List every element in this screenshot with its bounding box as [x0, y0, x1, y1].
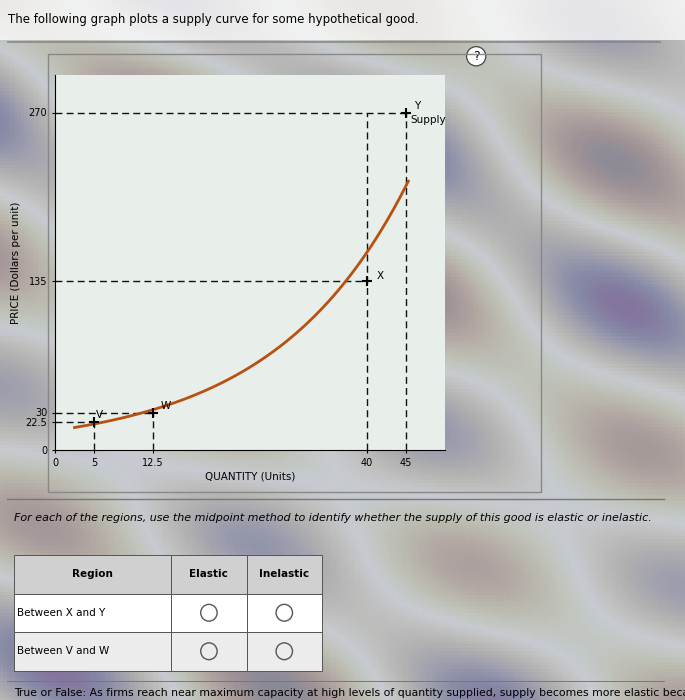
X-axis label: QUANTITY (Units): QUANTITY (Units) — [205, 472, 295, 482]
Text: Between V and W: Between V and W — [17, 646, 110, 657]
Text: Inelastic: Inelastic — [259, 569, 310, 580]
Text: Supply: Supply — [410, 115, 445, 125]
Y-axis label: PRICE (Dollars per unit): PRICE (Dollars per unit) — [12, 202, 21, 323]
Text: X: X — [376, 271, 384, 281]
Text: Between X and Y: Between X and Y — [17, 608, 105, 618]
Bar — [0, 0, 685, 40]
Text: Y: Y — [414, 101, 420, 111]
Text: ?: ? — [473, 50, 480, 63]
Text: True or False: As firms reach near maximum capacity at high levels of quantity s: True or False: As firms reach near maxim… — [14, 688, 685, 698]
Text: W: W — [160, 400, 171, 411]
Text: Elastic: Elastic — [190, 569, 228, 580]
Text: The following graph plots a supply curve for some hypothetical good.: The following graph plots a supply curve… — [8, 13, 419, 27]
Text: Region: Region — [72, 569, 113, 580]
Text: V: V — [97, 410, 103, 420]
Text: For each of the regions, use the midpoint method to identify whether the supply : For each of the regions, use the midpoin… — [14, 513, 651, 523]
